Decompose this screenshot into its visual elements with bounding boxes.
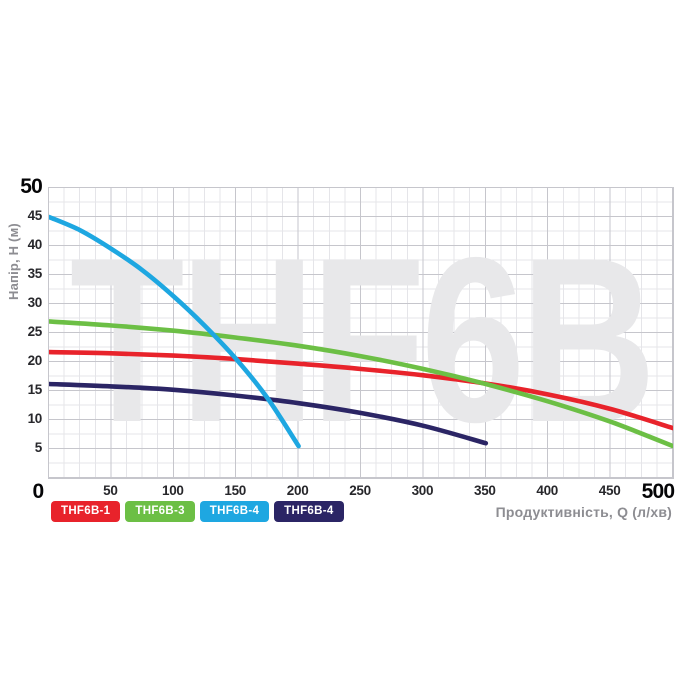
curve-thf6b-4 xyxy=(49,214,301,449)
legend: THF6B-1 THF6B-3 THF6B-4 THF6B-4 xyxy=(51,501,344,522)
plot-area: THF6B xyxy=(48,187,674,479)
x-tick-label: 450 xyxy=(598,483,621,498)
y-tick-label: 30 xyxy=(27,295,43,310)
x-tick-label: 200 xyxy=(286,483,309,498)
y-tick-label: 20 xyxy=(27,353,43,368)
y-tick-label: 45 xyxy=(27,208,43,223)
x-tick-label: 100 xyxy=(161,483,184,498)
x-tick-label: 400 xyxy=(536,483,558,498)
curve-thf6b-3 xyxy=(49,319,673,449)
y-tick-label: 5 xyxy=(34,440,43,455)
y-tick-label: 50 xyxy=(20,175,43,198)
pump-curves xyxy=(49,214,673,449)
curve-thf6b-1 xyxy=(49,349,673,431)
y-tick-label: 40 xyxy=(27,237,43,252)
y-tick-label: 25 xyxy=(27,324,43,339)
x-tick-label: 150 xyxy=(224,483,246,498)
y-tick-label: 35 xyxy=(27,266,43,281)
x-tick-label: 250 xyxy=(349,483,371,498)
legend-item: THF6B-1 xyxy=(51,501,121,522)
legend-item: THF6B-3 xyxy=(125,501,195,522)
x-tick-label: 0 xyxy=(32,480,45,503)
x-axis-title: Продуктивність, Q (л/хв) xyxy=(495,504,672,520)
x-tick-label: 350 xyxy=(473,483,496,498)
y-tick-label: 15 xyxy=(27,382,43,397)
y-tick-label: 10 xyxy=(27,411,43,426)
legend-item: THF6B-4 xyxy=(199,501,270,522)
x-tick-label: 500 xyxy=(641,480,675,503)
legend-item: THF6B-4 xyxy=(274,501,344,522)
x-tick-label: 50 xyxy=(103,483,118,498)
curve-thf6b-4 xyxy=(49,381,489,446)
x-tick-label: 300 xyxy=(411,483,434,498)
